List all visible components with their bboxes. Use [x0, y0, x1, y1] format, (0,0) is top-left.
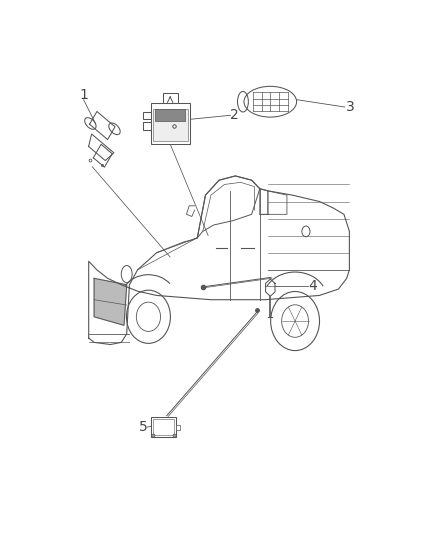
FancyBboxPatch shape: [153, 419, 174, 435]
FancyBboxPatch shape: [155, 109, 185, 122]
FancyBboxPatch shape: [151, 103, 190, 144]
Text: 3: 3: [346, 100, 354, 114]
Text: 4: 4: [308, 279, 317, 293]
FancyBboxPatch shape: [176, 425, 180, 430]
FancyBboxPatch shape: [143, 112, 151, 119]
FancyBboxPatch shape: [153, 109, 187, 141]
FancyBboxPatch shape: [151, 417, 176, 437]
Polygon shape: [94, 278, 127, 325]
FancyBboxPatch shape: [162, 93, 178, 103]
Text: 5: 5: [139, 420, 147, 434]
Text: 2: 2: [230, 108, 239, 122]
FancyBboxPatch shape: [143, 122, 151, 130]
Text: 1: 1: [79, 88, 88, 102]
